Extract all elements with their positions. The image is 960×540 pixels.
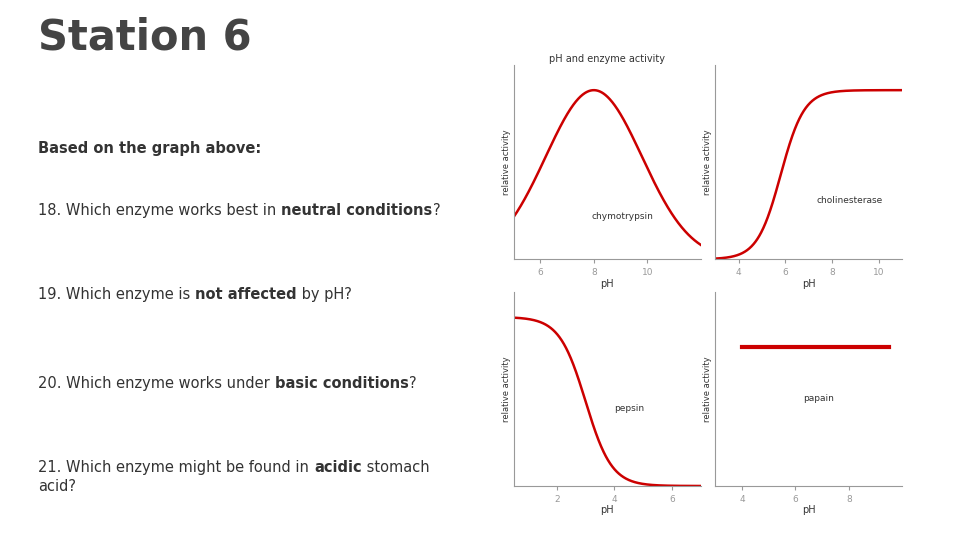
Text: 19. Which enzyme is: 19. Which enzyme is xyxy=(38,287,195,302)
Text: pepsin: pepsin xyxy=(614,404,645,413)
Text: neutral conditions: neutral conditions xyxy=(281,203,433,218)
Text: basic conditions: basic conditions xyxy=(275,376,409,390)
X-axis label: pH: pH xyxy=(802,505,816,515)
Y-axis label: relative activity: relative activity xyxy=(704,129,712,195)
Text: 18. Which enzyme works best in: 18. Which enzyme works best in xyxy=(38,203,281,218)
Title: pH and enzyme activity: pH and enzyme activity xyxy=(549,54,665,64)
Text: 20. Which enzyme works under: 20. Which enzyme works under xyxy=(38,376,275,390)
Text: ?: ? xyxy=(409,376,417,390)
Text: by pH?: by pH? xyxy=(297,287,351,302)
X-axis label: pH: pH xyxy=(600,505,614,515)
X-axis label: pH: pH xyxy=(802,279,816,288)
Text: cholinesterase: cholinesterase xyxy=(817,197,883,205)
Y-axis label: relative activity: relative activity xyxy=(704,356,712,422)
Text: Based on the graph above:: Based on the graph above: xyxy=(38,140,262,156)
Text: Station 6: Station 6 xyxy=(38,16,252,58)
Y-axis label: relative activity: relative activity xyxy=(502,129,511,195)
Text: ?: ? xyxy=(433,203,440,218)
Text: papain: papain xyxy=(803,394,833,403)
Text: not affected: not affected xyxy=(195,287,297,302)
Text: chymotrypsin: chymotrypsin xyxy=(591,212,653,221)
Text: acidic: acidic xyxy=(314,460,362,475)
X-axis label: pH: pH xyxy=(600,279,614,288)
Y-axis label: relative activity: relative activity xyxy=(502,356,511,422)
Text: acid?: acid? xyxy=(38,479,77,494)
Text: stomach: stomach xyxy=(362,460,429,475)
Text: 21. Which enzyme might be found in: 21. Which enzyme might be found in xyxy=(38,460,314,475)
